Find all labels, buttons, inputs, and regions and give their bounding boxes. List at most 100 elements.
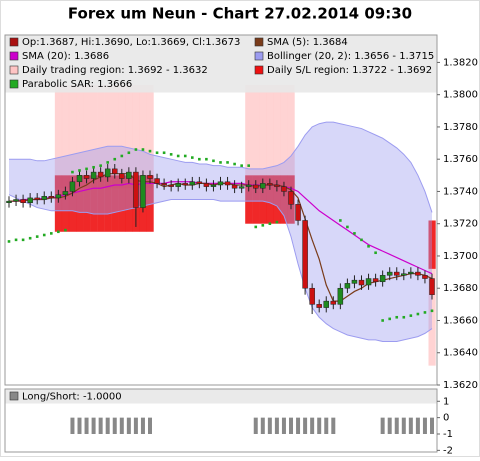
candle-body [337,287,344,305]
sar-dot [113,157,117,161]
sar-dot [247,164,250,167]
candle-body [69,181,76,192]
sl-region [266,175,274,224]
bar [253,417,258,434]
sar-dot [176,154,180,158]
sar-dot [275,220,279,224]
candle-body [302,220,308,289]
bar [70,417,75,434]
candle-body [83,175,90,179]
trading-region [245,85,253,189]
bar [281,417,286,434]
legend-label: SMA (5): 1.3684 [267,37,348,48]
sar-dot [402,315,406,319]
sar-dot [120,154,124,158]
candle-body [295,204,301,221]
candle-body [281,186,287,192]
bar [105,417,110,434]
sar-dot [268,222,272,226]
trading-region [266,85,274,189]
y-tick-label: 1.3680 [443,283,478,294]
sl-region [259,175,267,224]
main-plot [6,85,436,366]
sl-region [245,175,253,224]
sar-dot [92,165,95,169]
sar-dot [7,240,11,243]
trading-region [97,85,105,189]
trading-region [111,85,119,189]
candle-body [372,278,379,283]
sar-dot [148,149,152,153]
candle-body [408,271,414,274]
candle-body [196,181,203,184]
bar [408,417,413,434]
sar-dot [191,156,194,159]
y-tick-label: -2 [443,445,453,456]
sar-dot [226,161,229,164]
candle-body [13,199,19,202]
candle-body [126,171,132,179]
sar-dot [155,151,159,155]
sar-dot [381,319,384,322]
candle-body [429,278,435,295]
candle-body [62,191,69,195]
bar [394,417,399,434]
bar [415,417,420,434]
candle-body [245,184,252,187]
candle-body [175,183,181,187]
bar [112,417,117,434]
sar-dot [254,225,258,229]
y-tick-label: 1.3760 [443,154,478,165]
candle-body [401,273,407,276]
sar-dot [261,224,265,227]
y-tick-label: 1.3780 [443,122,478,133]
y-tick-label: 0 [443,413,449,424]
candle-body [189,181,196,186]
sar-dot [35,235,39,238]
sar-dot [346,225,349,229]
legend-swatch [9,37,19,47]
legend-label: SMA (20): 1.3686 [22,51,109,62]
legend-label: Parabolic SAR: 1.3666 [22,79,132,90]
sar-dot [85,167,88,171]
trading-region [61,85,70,189]
candle-body [309,287,315,305]
y-tick-label: 1.3740 [443,186,478,197]
y-tick-label: 1.3820 [443,57,478,68]
candle-body [154,178,160,184]
candle-body [267,183,273,186]
candle-body [415,271,421,276]
trading-region [259,85,267,189]
bar [422,417,427,434]
sar-dot [127,151,131,155]
sl-region [125,175,133,232]
legend-label: Bollinger (20, 2): 1.3656 - 1.3715 [267,51,434,62]
bar [380,417,385,434]
y-tick-label: 1.3800 [443,90,478,101]
candle-body [104,168,111,178]
sar-dot [21,238,25,242]
trading-region [54,85,63,189]
y-tick-label: -1 [443,429,453,440]
candle-body [41,196,47,200]
legend-swatch [254,37,264,47]
bar [310,417,315,434]
candle-body [20,199,26,203]
bar [84,417,89,434]
candle-body [112,168,118,174]
trading-region [146,85,154,189]
sar-dot [42,233,46,237]
sar-dot [353,232,356,235]
sar-dot [134,148,138,151]
sar-dot [395,315,399,319]
candle-body [147,175,153,179]
legend-label: Long/Short: -1.0000 [22,392,122,403]
candle-body [133,171,139,208]
trading-region [118,85,126,189]
sl-region [97,175,105,232]
candle-body [224,181,231,186]
bar [430,417,434,434]
legend-swatch [254,65,264,75]
bar [119,417,124,434]
